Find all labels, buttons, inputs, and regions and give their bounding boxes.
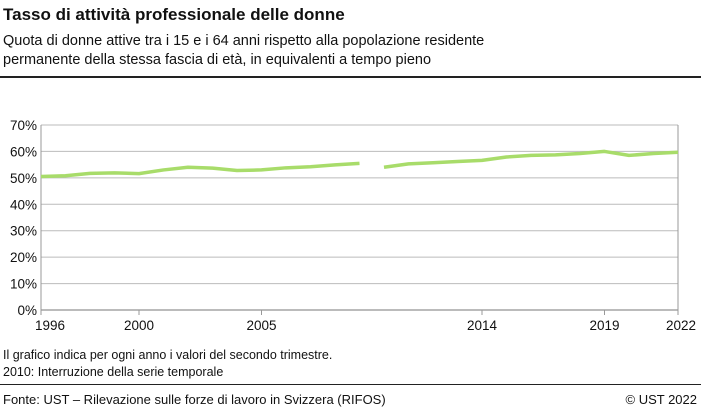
line-chart: 0% 10% 20% 30% 40% 50% 60% 70% 1996 2000 2005 2014 2… (10, 118, 696, 333)
y-tick-label: 20% (10, 250, 37, 265)
source-text: Fonte: UST – Rilevazione sulle forze di … (3, 392, 386, 407)
copyright-text: © UST 2022 (625, 392, 698, 407)
x-tick-label: 2000 (124, 318, 154, 333)
y-tick-label: 60% (10, 144, 37, 159)
y-tick-label: 10% (10, 277, 37, 292)
subtitle-line-2: permanente della stessa fascia di età, i… (3, 52, 432, 68)
header-divider (0, 76, 701, 78)
y-tick-label: 30% (10, 224, 37, 239)
chart-subtitle: Quota di donne attive tra i 15 e i 64 an… (3, 32, 484, 70)
chart-title: Tasso di attività professionale delle do… (3, 5, 345, 24)
x-tick-label: 2005 (246, 318, 276, 333)
subtitle-line-1: Quota di donne attive tra i 15 e i 64 an… (3, 33, 485, 49)
note-1: Il grafico indica per ogni anno i valori… (3, 348, 333, 362)
y-tick-label: 70% (10, 118, 37, 133)
series-line-segment-2 (383, 149, 679, 170)
y-tick-label: 40% (10, 197, 37, 212)
x-tick-label: 2022 (666, 318, 696, 333)
series-line-segment-1 (40, 161, 360, 179)
x-tick-label: 2019 (589, 318, 619, 333)
footer-divider (0, 384, 701, 385)
y-tick-label: 0% (17, 303, 37, 318)
note-2: 2010: Interruzione della serie temporale (3, 365, 224, 379)
x-tick-label: 1996 (35, 318, 65, 333)
x-tick-label: 2014 (467, 318, 498, 333)
y-tick-label: 50% (10, 171, 37, 186)
